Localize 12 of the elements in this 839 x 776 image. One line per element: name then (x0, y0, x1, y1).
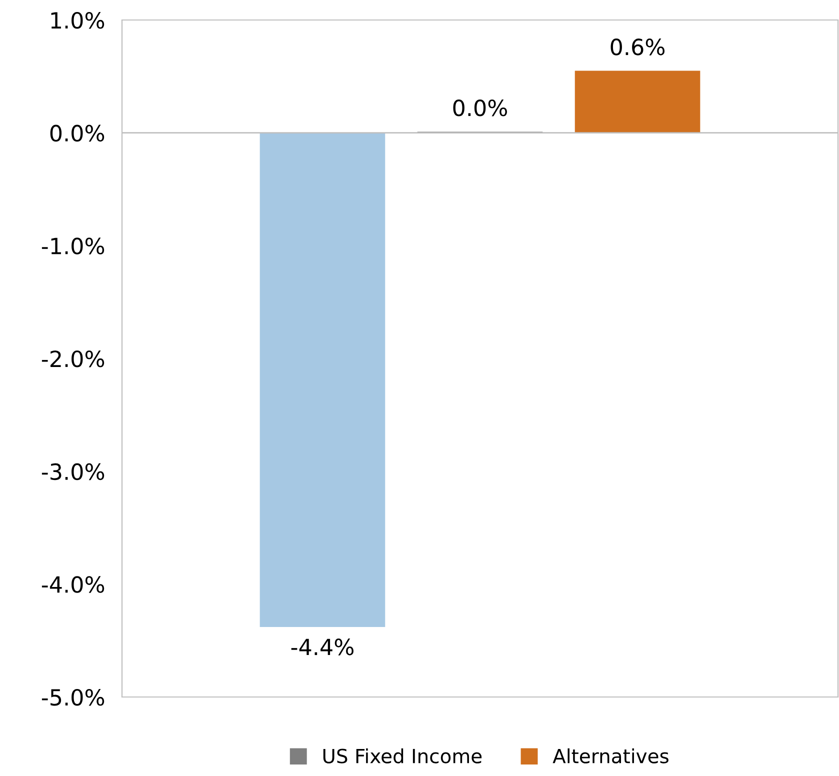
y-tick-label: -4.0% (42, 576, 104, 593)
y-tick-label: 0.0% (50, 124, 104, 142)
data-label: 0.0% (453, 99, 507, 116)
y-tick-label: 1.0% (51, 12, 104, 29)
y-tick-label: -2.0% (42, 350, 104, 368)
y-tick-label: -5.0% (42, 688, 104, 706)
y-tick-label: -1.0% (42, 238, 104, 254)
legend-label: Alternatives (552, 748, 668, 764)
y-tick-label: -3.0% (42, 463, 104, 480)
legend-label: US Fixed Income (323, 748, 482, 764)
data-label: 0.6% (610, 38, 665, 56)
data-label: -4.4% (291, 638, 354, 656)
